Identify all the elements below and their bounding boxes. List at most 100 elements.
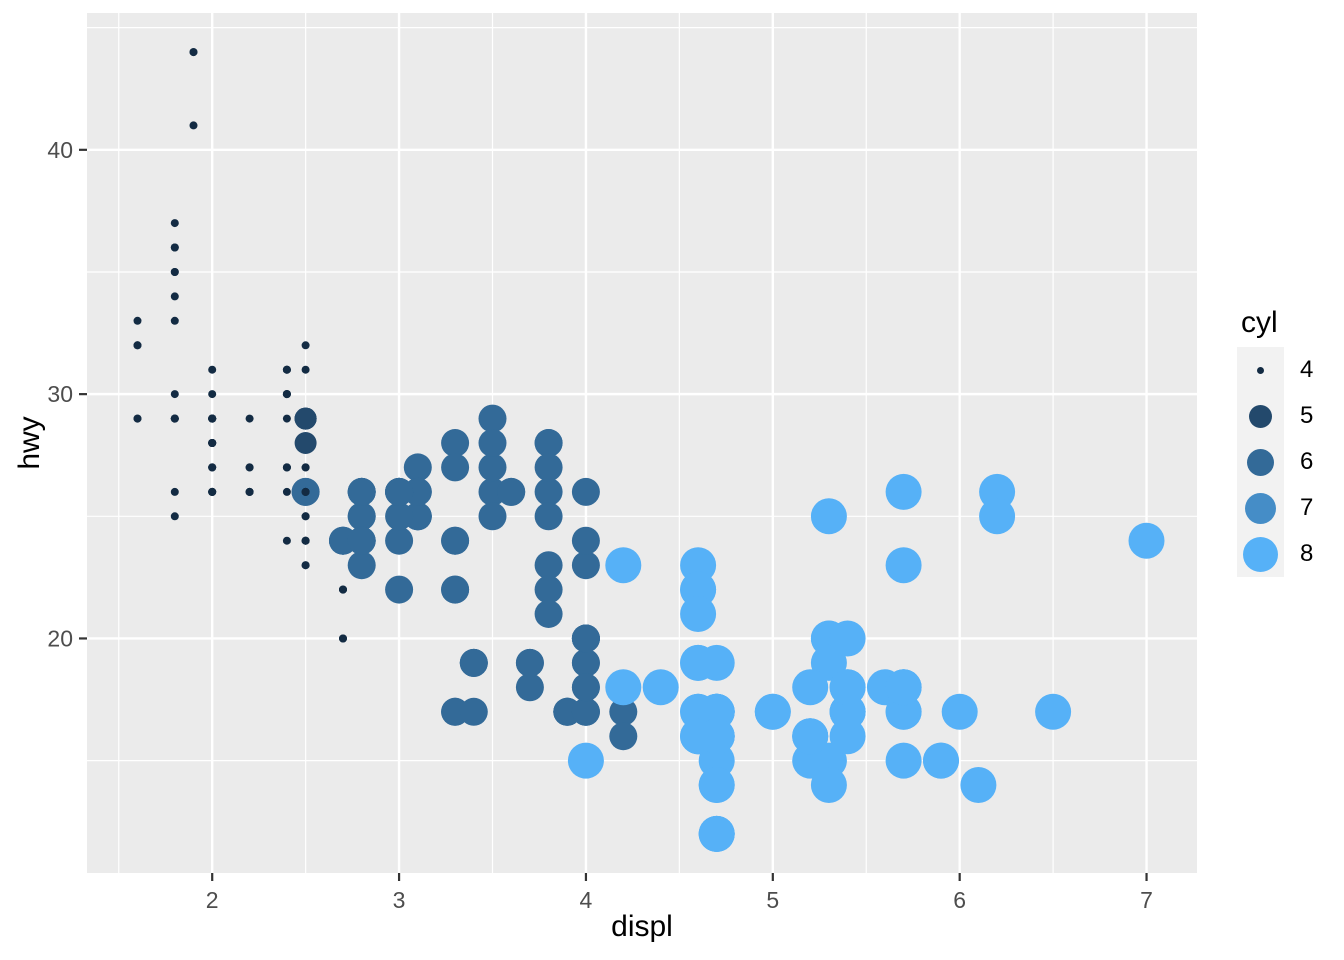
data-point [459,697,488,726]
data-point [208,365,217,374]
data-point [441,429,470,457]
data-point [754,693,791,730]
data-point [385,477,414,506]
x-tick-label: 3 [393,887,406,913]
data-point [515,648,544,677]
data-point [301,341,310,350]
legend-label: 6 [1300,448,1314,475]
data-point [189,121,198,130]
y-axis-title: hwy [13,416,46,470]
data-point [885,742,922,779]
data-point [642,669,679,706]
data-point [385,575,414,604]
data-point [534,502,563,531]
x-tick-label: 7 [1140,887,1153,913]
data-point [282,365,291,374]
data-point [170,390,179,399]
data-point [534,575,563,604]
data-point [459,648,488,677]
data-point [571,551,600,580]
data-point [680,596,717,632]
data-point [698,815,735,852]
legend-label: 8 [1300,540,1314,567]
data-point [829,669,866,706]
data-point [680,644,717,681]
data-point [478,453,507,482]
data-point [478,429,507,457]
data-point [208,414,217,423]
legend-point-icon [1243,536,1278,572]
legend-entry: 5 [1237,393,1313,439]
data-point [301,463,310,472]
data-point [792,669,829,706]
legend-key-swatch [1237,347,1284,393]
legend-label: 7 [1300,494,1314,521]
legend-entry: 7 [1237,485,1313,531]
data-point [885,547,922,584]
data-point [567,742,604,779]
data-point [534,429,563,457]
data-point [441,575,470,604]
data-point [1128,522,1165,559]
data-point [609,722,638,751]
y-tick-label: 40 [47,137,73,163]
data-point [133,414,142,423]
data-point [339,634,347,643]
data-point [1035,693,1072,730]
data-point [605,547,642,584]
legend-point-icon [1245,492,1276,524]
data-point [698,767,735,803]
legend-title: cyl [1241,306,1278,339]
data-point [347,477,376,506]
legend-entry: 4 [1237,347,1313,393]
data-point [885,473,922,510]
data-point [609,697,638,726]
data-point [282,487,291,496]
data-point [810,644,847,681]
data-point [245,463,254,472]
data-point [208,487,217,496]
data-point [208,463,217,472]
data-point [294,407,317,430]
data-point [441,526,470,555]
legend-key-swatch [1237,485,1284,531]
legend: cyl 4 5 6 7 8 [1237,308,1313,577]
data-point [282,536,291,545]
data-point [571,624,600,653]
data-point [301,561,310,570]
x-tick-label: 5 [766,887,779,913]
data-point [515,673,544,702]
data-point [810,767,847,803]
data-point [301,512,310,521]
data-point [534,600,563,628]
data-point [941,693,978,730]
data-point [282,463,291,472]
y-tick-label: 20 [47,625,73,651]
data-point [885,669,922,706]
data-point [571,648,600,677]
data-point [923,742,959,779]
y-tick-label: 30 [47,381,73,407]
data-point [170,268,179,276]
data-point [245,414,254,423]
data-point [441,453,470,482]
data-point [133,316,142,325]
data-point [347,526,376,555]
data-point [170,414,179,423]
data-point [960,767,997,803]
legend-key-swatch [1237,531,1284,577]
data-point [571,526,600,555]
data-point [133,341,142,350]
data-point [534,477,563,506]
data-point [170,292,179,301]
data-point [403,453,432,482]
data-point [478,404,507,433]
data-point [347,502,376,531]
data-point [301,536,310,545]
data-point [347,551,376,580]
x-tick-label: 4 [580,887,593,913]
data-point [339,585,347,594]
legend-key-swatch [1237,439,1284,485]
data-point [534,453,563,482]
